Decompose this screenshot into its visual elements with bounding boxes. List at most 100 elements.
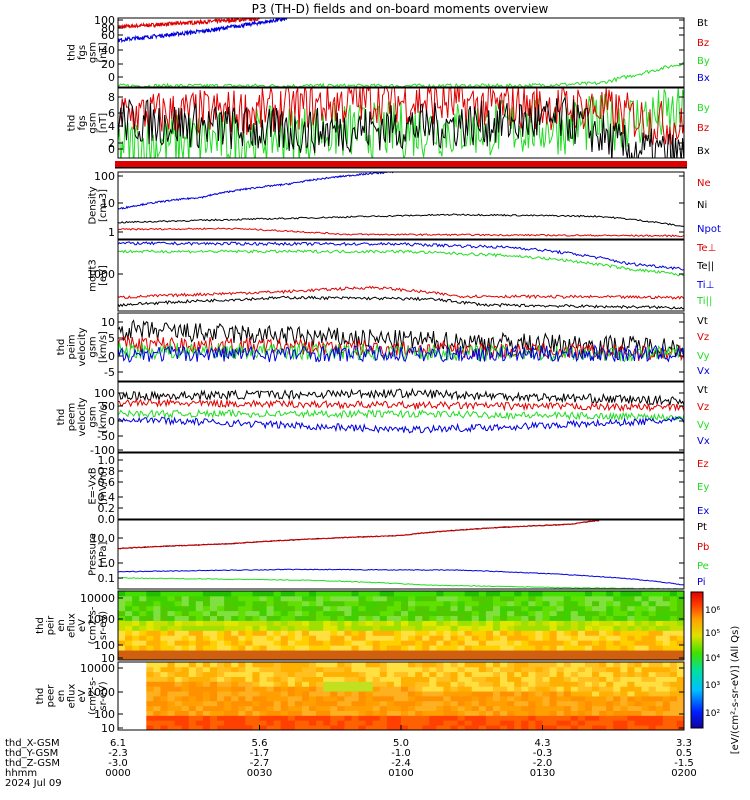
spectrogram-cell	[146, 600, 154, 607]
spectrogram-cell	[188, 620, 197, 626]
spectrogram-cell	[202, 671, 211, 677]
spectrogram-cell	[337, 715, 345, 721]
spectrogram-cell	[372, 710, 381, 716]
spectrogram-cell	[323, 715, 331, 721]
spectrogram-cell	[613, 705, 621, 711]
spectrogram-cell	[358, 615, 367, 621]
y-tick-label: 100	[94, 708, 115, 721]
spectrogram-cell	[563, 595, 572, 602]
spectrogram-cell	[217, 655, 225, 660]
spectrogram-cell	[429, 610, 437, 617]
spectrogram-cell	[351, 700, 359, 707]
spectrogram-cell	[457, 600, 466, 607]
y-axis-label: gsm	[88, 406, 99, 427]
spectrogram-cell	[245, 671, 253, 677]
legend-entry-Bt: Bt	[697, 18, 708, 29]
spectrogram-cell	[231, 725, 239, 730]
spectrogram-cell	[379, 600, 388, 607]
spectrogram-cell	[521, 696, 529, 702]
spectrogram-cell	[252, 635, 260, 641]
spectrogram-cell	[492, 615, 501, 621]
spectrogram-cell	[344, 615, 352, 621]
spectrogram-cell	[273, 595, 282, 602]
spectrogram-cell	[266, 696, 275, 702]
spectrogram-cell	[379, 681, 388, 687]
spectrogram-cell	[393, 630, 402, 636]
spectrogram-cell	[592, 696, 600, 702]
spectrogram-cell	[478, 705, 487, 711]
spectrogram-cell	[224, 655, 232, 660]
spectrogram-cell	[443, 725, 451, 730]
spectrogram-cell	[372, 635, 381, 641]
spectrogram-cell	[139, 645, 147, 651]
spectrogram-cell	[160, 710, 168, 716]
spectrogram-cell	[478, 600, 487, 607]
spectrogram-cell	[436, 655, 444, 660]
spectrogram-cell	[676, 705, 684, 711]
spectrogram-cell	[330, 620, 338, 626]
spectrogram-cell	[408, 635, 416, 641]
spectrogram-cell	[429, 662, 437, 668]
y-tick-label: 10	[101, 197, 115, 210]
spectrogram-cell	[393, 620, 402, 626]
spectrogram-cell	[344, 595, 352, 602]
spectrogram-cell	[386, 662, 395, 668]
spectrogram-cell	[436, 615, 444, 621]
spectrogram-cell	[344, 715, 352, 721]
spectrogram-cell	[146, 640, 154, 646]
spectrogram-cell	[422, 635, 430, 641]
spectrogram-cell	[132, 645, 140, 651]
spectrogram-cell	[294, 681, 303, 687]
y-axis-label: fgs	[77, 115, 88, 130]
spectrogram-cell	[627, 700, 635, 707]
spectrogram-cell	[408, 710, 416, 716]
spectrogram-cell	[231, 635, 239, 641]
spectrogram-cell	[217, 610, 225, 617]
spectrogram-cell	[139, 630, 147, 636]
x-tick-label: 0100	[388, 768, 413, 779]
spectrogram-cell	[209, 650, 218, 656]
spectrogram-cell	[627, 696, 635, 702]
spectrogram-cell	[634, 691, 642, 697]
spectrogram-cell	[648, 655, 657, 660]
spectrogram-cell	[301, 610, 310, 617]
spectrogram-cell	[344, 666, 352, 673]
spectrogram-cell	[309, 640, 317, 646]
spectrogram-cell	[429, 625, 437, 631]
spectrogram-cell	[188, 671, 197, 677]
spectrogram-cell	[139, 605, 147, 612]
spectrogram-cell	[408, 605, 416, 612]
spectrogram-cell	[592, 650, 600, 656]
spectrogram-cell	[592, 591, 600, 597]
spectrogram-cell	[231, 662, 239, 668]
spectrogram-cell	[195, 620, 204, 626]
spectrogram-cell	[507, 725, 515, 730]
x-tick-label: 5.0	[393, 738, 409, 749]
spectrogram-cell	[174, 650, 183, 656]
spectrogram-cell	[287, 710, 296, 716]
spectrogram-cell	[301, 635, 310, 641]
spectrogram-cell	[669, 630, 678, 636]
colorbar-tick-label: 10⁵	[705, 629, 720, 639]
spectrogram-cell	[471, 610, 480, 617]
spectrogram-cell	[415, 662, 423, 668]
spectrogram-cell	[323, 610, 331, 617]
series-line-Vy	[118, 408, 684, 423]
spectrogram-cell	[379, 696, 388, 702]
spectrogram-cell	[676, 710, 684, 716]
spectrogram-cell	[153, 715, 161, 721]
spectrogram-cell	[492, 630, 501, 636]
spectrogram-cell	[521, 662, 529, 668]
spectrogram-cell	[181, 635, 190, 641]
spectrogram-cell	[273, 676, 282, 682]
spectrogram-cell	[372, 645, 381, 651]
spectrogram-cell	[146, 681, 154, 687]
spectrogram-cell	[570, 715, 579, 721]
spectrogram-cell	[323, 705, 331, 711]
spectrogram-cell	[556, 595, 565, 602]
spectrogram-cell	[606, 600, 614, 607]
spectrogram-cell	[273, 700, 282, 707]
spectrogram-cell	[528, 705, 536, 711]
